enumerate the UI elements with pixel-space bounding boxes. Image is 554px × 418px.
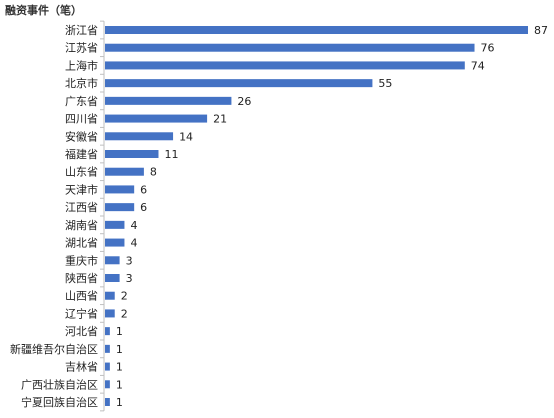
value-label: 1 bbox=[116, 378, 123, 391]
bar bbox=[105, 150, 159, 158]
value-label: 6 bbox=[140, 183, 147, 196]
category-label: 陕西省 bbox=[65, 271, 98, 285]
bar bbox=[105, 43, 475, 52]
value-label: 1 bbox=[116, 396, 123, 409]
bar bbox=[105, 327, 110, 336]
category-label: 湖北省 bbox=[65, 237, 98, 250]
bar bbox=[105, 185, 135, 194]
value-label: 21 bbox=[213, 113, 227, 126]
value-label: 2 bbox=[121, 290, 128, 303]
value-label: 3 bbox=[126, 272, 133, 285]
bar bbox=[105, 256, 120, 265]
value-label: 76 bbox=[481, 42, 495, 55]
bar bbox=[105, 61, 465, 70]
value-label: 1 bbox=[116, 361, 123, 374]
category-label: 辽宁省 bbox=[65, 306, 98, 320]
category-label: 天津市 bbox=[65, 182, 98, 196]
category-label: 重庆市 bbox=[65, 253, 98, 267]
bar bbox=[105, 274, 120, 282]
bar bbox=[105, 344, 110, 353]
value-label: 1 bbox=[116, 343, 123, 356]
category-label: 浙江省 bbox=[65, 24, 98, 37]
bar bbox=[105, 291, 115, 300]
value-label: 26 bbox=[237, 95, 251, 108]
bar bbox=[105, 79, 373, 88]
value-label: 55 bbox=[378, 77, 392, 90]
value-label: 6 bbox=[140, 201, 147, 214]
bar bbox=[105, 114, 208, 123]
bar bbox=[105, 220, 125, 229]
bar bbox=[105, 96, 232, 105]
category-label: 山西省 bbox=[65, 290, 98, 303]
category-label: 四川省 bbox=[65, 113, 98, 126]
value-label: 2 bbox=[121, 307, 128, 320]
value-label: 14 bbox=[179, 130, 193, 143]
bar bbox=[105, 167, 144, 176]
value-label: 1 bbox=[116, 325, 123, 338]
bar bbox=[105, 362, 110, 371]
category-label: 宁夏回族自治区 bbox=[21, 395, 98, 409]
category-label: 吉林省 bbox=[65, 360, 98, 374]
value-label: 3 bbox=[126, 254, 133, 267]
category-label: 山东省 bbox=[65, 166, 98, 179]
category-label: 河北省 bbox=[65, 325, 98, 338]
value-label: 11 bbox=[164, 148, 178, 161]
category-label: 上海市 bbox=[65, 58, 98, 72]
bar bbox=[105, 380, 110, 389]
bar bbox=[105, 26, 528, 34]
value-label: 4 bbox=[130, 237, 137, 250]
category-label: 江苏省 bbox=[65, 42, 98, 55]
category-label: 湖南省 bbox=[65, 219, 98, 232]
value-label: 87 bbox=[534, 24, 548, 37]
bar bbox=[105, 203, 135, 212]
value-label: 8 bbox=[150, 166, 157, 179]
value-label: 4 bbox=[130, 219, 137, 232]
category-label: 福建省 bbox=[65, 147, 98, 161]
category-label: 新疆维吾尔自治区 bbox=[10, 342, 98, 356]
category-label: 广西壮族自治区 bbox=[21, 377, 98, 391]
category-label: 江西省 bbox=[65, 201, 98, 214]
category-label: 安徽省 bbox=[65, 129, 98, 143]
bar bbox=[105, 132, 174, 141]
bar bbox=[105, 309, 115, 318]
value-label: 74 bbox=[471, 59, 485, 72]
category-label: 北京市 bbox=[65, 76, 98, 90]
bar bbox=[105, 238, 125, 247]
chart-title: 融资事件（笔） bbox=[5, 4, 82, 17]
bar bbox=[105, 398, 110, 406]
category-label: 广东省 bbox=[65, 95, 98, 108]
